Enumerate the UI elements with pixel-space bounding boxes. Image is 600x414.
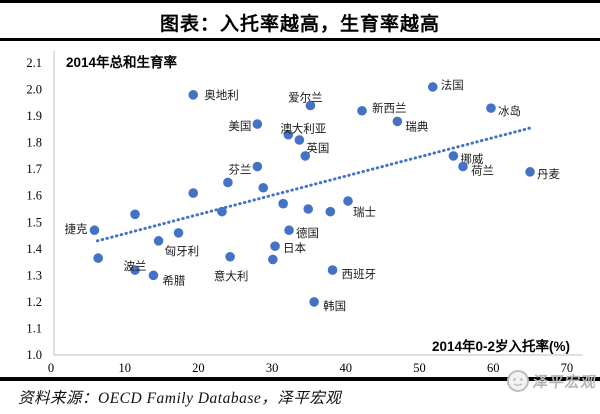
x-tick-label: 60 [487, 361, 500, 375]
scatter-plot: 2.1 2.0 1.9 1.8 1.7 1.6 1.5 1.4 1.3 1.2 1.1 1.0 0 10 2… [26, 51, 583, 375]
footer-divider-line [0, 377, 600, 381]
x-tick-label: 0 [48, 361, 54, 375]
y-tick-label: 1.5 [26, 215, 42, 229]
y-tick-label: 1.0 [26, 348, 42, 362]
data-point [258, 182, 269, 193]
country-label: 希腊 [162, 273, 185, 287]
y-tick-label: 1.6 [26, 189, 42, 203]
y-tick-label: 2.1 [26, 56, 42, 70]
data-point [252, 119, 263, 129]
data-point [357, 105, 367, 116]
data-point [148, 270, 159, 281]
country-label: 捷克 [64, 222, 87, 236]
data-point [284, 225, 294, 236]
country-label: 德国 [296, 226, 319, 240]
source-note: 资料来源：OECD Family Database，泽平宏观 [18, 390, 342, 407]
data-point [93, 253, 103, 263]
country-label: 法国 [441, 78, 464, 92]
country-label: 丹麦 [537, 168, 560, 181]
data-point [278, 198, 288, 209]
data-point [294, 135, 305, 145]
y-tick-label: 1.4 [26, 242, 42, 256]
x-tick-label: 10 [118, 361, 131, 375]
country-label: 西班牙 [342, 268, 377, 281]
country-label: 美国 [228, 119, 251, 133]
country-label: 瑞典 [405, 119, 428, 133]
x-tick-label: 50 [413, 361, 426, 375]
data-point [305, 100, 316, 111]
data-point [327, 265, 338, 275]
data-point [325, 206, 336, 217]
data-point [130, 209, 140, 220]
data-point [458, 161, 468, 172]
country-label: 匈牙利 [165, 244, 200, 258]
data-point [268, 254, 278, 265]
data-point [392, 116, 403, 127]
country-label: 日本 [283, 241, 306, 255]
x-tick-label: 40 [340, 361, 353, 375]
data-point [525, 167, 535, 177]
country-label: 意大利 [214, 269, 249, 283]
data-point [223, 177, 233, 188]
data-point [217, 206, 227, 217]
chart-title: 图表：入托率越高，生育率越高 [159, 14, 440, 35]
y-tick-label: 1.9 [26, 109, 42, 123]
country-label: 芬兰 [228, 164, 251, 177]
country-label: 冰岛 [498, 104, 521, 118]
data-point [173, 228, 184, 238]
country-label: 英国 [306, 141, 329, 155]
x-tick-label: 20 [192, 361, 205, 375]
country-label: 新西兰 [372, 101, 407, 115]
y-tick-label: 1.2 [26, 295, 42, 309]
data-point [270, 241, 280, 251]
country-label: 奥地利 [204, 88, 239, 102]
y-tick-label: 1.8 [26, 136, 42, 150]
y-tick-label: 1.1 [26, 321, 42, 335]
country-label: 荷兰 [471, 165, 494, 178]
data-point [252, 161, 263, 172]
y-tick-label: 1.7 [26, 162, 42, 176]
country-label: 瑞士 [353, 205, 376, 219]
data-point [89, 225, 100, 236]
country-label: 爱尔兰 [288, 90, 323, 104]
data-point [130, 265, 140, 275]
face-logo-icon [506, 370, 529, 392]
data-point [225, 251, 235, 262]
title-divider-line [0, 38, 600, 41]
x-axis-title: 2014年0-2岁入托率(%) [432, 338, 570, 354]
x-tick-label: 70 [561, 361, 574, 375]
data-point [300, 151, 311, 161]
data-point [283, 129, 294, 140]
country-label: 挪威 [460, 152, 483, 166]
y-axis-title: 2014年总和生育率 [66, 54, 178, 70]
y-tick-label: 2.0 [26, 83, 42, 97]
data-point [188, 90, 199, 100]
data-point [486, 103, 496, 113]
country-label: 韩国 [323, 299, 346, 313]
data-point [343, 196, 353, 206]
trend-line [95, 126, 532, 243]
data-point [188, 188, 199, 198]
data-point [448, 151, 459, 161]
data-point [427, 82, 438, 92]
data-point [153, 236, 164, 246]
data-point [309, 297, 319, 307]
brand-watermark: 泽平宏观 [506, 369, 599, 393]
x-tick-label: 30 [266, 361, 279, 375]
country-label: 澳大利亚 [280, 122, 326, 136]
data-point [303, 204, 314, 214]
country-label: 波兰 [124, 260, 147, 273]
watermark-text: 泽平宏观 [531, 373, 599, 391]
y-tick-label: 1.3 [26, 268, 42, 282]
